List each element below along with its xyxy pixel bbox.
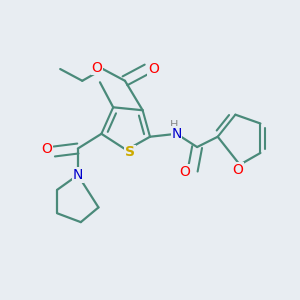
Text: N: N — [171, 127, 182, 141]
Text: N: N — [73, 168, 83, 182]
Text: H: H — [170, 120, 178, 130]
Text: O: O — [148, 62, 159, 76]
Text: O: O — [92, 61, 102, 75]
Text: O: O — [41, 142, 52, 155]
Text: S: S — [125, 146, 135, 159]
Text: O: O — [232, 163, 243, 177]
Text: O: O — [179, 165, 190, 179]
